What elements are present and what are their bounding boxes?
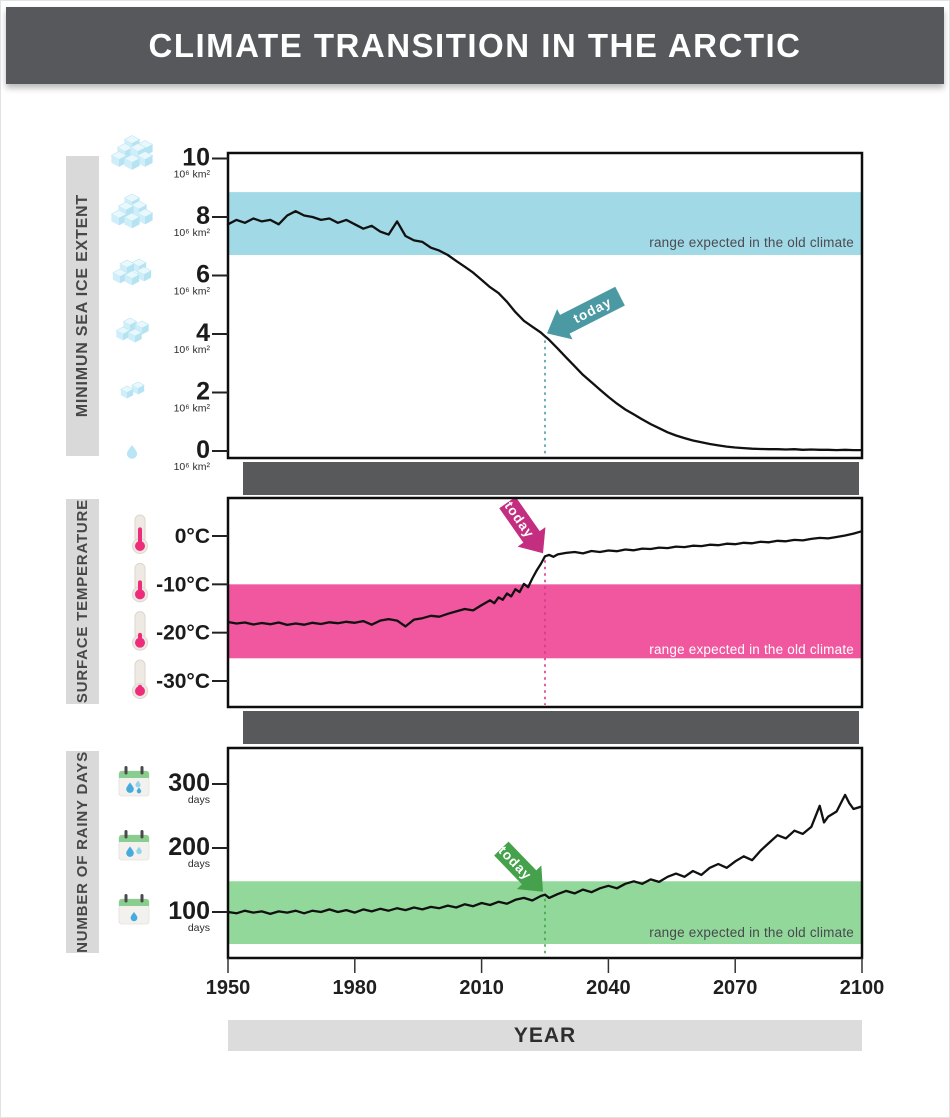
calendar-icon [118, 830, 150, 861]
y-tick-label: 6 [196, 261, 210, 289]
calendar-icon [118, 766, 150, 797]
y-tick-label: 0°C [175, 525, 210, 548]
ice-cubes-icon [115, 317, 150, 343]
data-line [226, 210, 864, 452]
y-tick-unit: 10⁶ km² [174, 227, 211, 239]
plot-border [226, 151, 864, 460]
range-band [228, 192, 862, 256]
range-band-label-rainy-days: range expected in the old climate [649, 925, 854, 940]
y-tick-label: 4 [196, 319, 210, 347]
ice-cubes-icon [110, 135, 154, 170]
today-arrow: today [547, 286, 625, 340]
x-axis-title-bar: YEAR [228, 1020, 862, 1051]
y-tick-unit: 10⁶ km² [174, 461, 211, 473]
connector-bar [243, 711, 859, 744]
y-tick-label: 100 [168, 897, 210, 925]
thermometer-icon [132, 514, 148, 554]
x-tick-label: 2100 [840, 977, 885, 999]
data-line [226, 530, 864, 628]
plot-border [226, 496, 864, 709]
plot-border [226, 746, 864, 960]
thermometer-icon [132, 659, 148, 699]
y-tick-label: 300 [168, 769, 210, 797]
x-tick-label: 2010 [459, 977, 504, 999]
y-tick-unit: days [188, 858, 210, 870]
y-tick-label: 8 [196, 202, 210, 230]
y-tick-unit: 10⁶ km² [174, 169, 211, 181]
connector-bar [243, 462, 859, 495]
y-tick-unit: 10⁶ km² [174, 344, 211, 356]
x-tick-label: 2040 [586, 977, 631, 999]
y-tick-unit: days [188, 794, 210, 806]
header-banner: CLIMATE TRANSITION IN THE ARCTIC [6, 7, 944, 84]
x-axis-title: YEAR [513, 1023, 577, 1047]
y-tick-label: -20°C [156, 622, 210, 645]
sidebar-label-temperature: SURFACE TEMPERATURE [66, 499, 99, 704]
data-line [226, 793, 864, 916]
ice-cubes-icon [120, 381, 145, 399]
y-tick-label: 200 [168, 833, 210, 861]
ice-cubes-icon [112, 258, 152, 286]
water-drop-icon [126, 445, 138, 459]
x-tick-label: 1950 [206, 977, 251, 999]
ice-cubes-icon [110, 193, 154, 229]
today-arrow: today [499, 496, 546, 554]
y-tick-unit: days [188, 922, 210, 934]
sidebar-label-rainy-days: NUMBER OF RAINY DAYS [66, 751, 99, 953]
calendar-icon [118, 894, 150, 925]
sidebar-label-sea-ice: MINIMUN SEA ICE EXTENT [66, 156, 99, 456]
y-tick-unit: 10⁶ km² [174, 403, 211, 415]
y-tick-label: -30°C [156, 670, 210, 693]
range-band-label-sea-ice: range expected in the old climate [649, 235, 854, 250]
page-title: CLIMATE TRANSITION IN THE ARCTIC [148, 26, 802, 64]
y-tick-unit: 10⁶ km² [174, 286, 211, 298]
thermometer-icon [132, 611, 148, 651]
y-tick-label: 0 [196, 436, 210, 464]
y-tick-label: -10°C [156, 573, 210, 596]
range-band-label-temperature: range expected in the old climate [649, 642, 854, 657]
thermometer-icon [132, 562, 148, 603]
x-tick-label: 2070 [713, 977, 758, 999]
y-tick-label: 2 [196, 378, 210, 406]
x-tick-label: 1980 [333, 977, 378, 999]
y-tick-label: 10 [182, 144, 210, 172]
